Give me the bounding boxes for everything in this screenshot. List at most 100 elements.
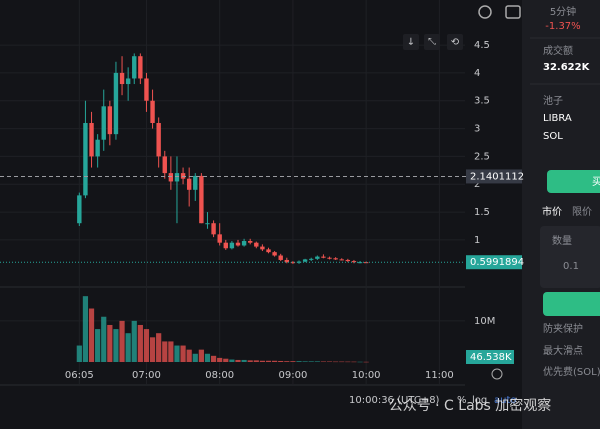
- candle-body: [254, 242, 259, 247]
- amount-label: 数量: [552, 234, 572, 247]
- pool-a: LIBRA: [543, 113, 572, 124]
- candle-body: [315, 256, 320, 259]
- timeframe: 5分钟: [550, 5, 576, 18]
- candle-body: [260, 246, 265, 250]
- candle-body: [351, 261, 357, 263]
- candle-body: [132, 56, 137, 79]
- protect: 防夹保护: [543, 322, 583, 335]
- volume-bar: [113, 329, 119, 362]
- candle-body: [95, 139, 100, 157]
- candle-body: [125, 78, 131, 85]
- candle-body: [186, 178, 192, 190]
- last-volume-box: [466, 350, 514, 364]
- change: -1.37%: [545, 21, 580, 32]
- down-button[interactable]: [403, 34, 419, 50]
- crosshair-label-box: [466, 169, 522, 184]
- volume-bar: [302, 361, 308, 362]
- pool-label: 池子: [543, 94, 563, 107]
- limit-tab[interactable]: 限价: [572, 206, 592, 218]
- volume-bar: [180, 345, 186, 362]
- volume-bar: [168, 341, 174, 362]
- reset-icon: ⟲: [451, 37, 460, 48]
- x-tick-label: 10:00: [352, 370, 381, 381]
- volume-bar: [119, 320, 125, 362]
- volume-bar: [253, 360, 259, 362]
- candle-body: [113, 72, 119, 135]
- candle-body: [327, 257, 332, 259]
- last-price-box: [466, 255, 522, 270]
- axis-settings-icon[interactable]: [491, 368, 503, 380]
- candle-body: [180, 173, 186, 179]
- candle-body: [290, 262, 296, 264]
- candle-body: [272, 252, 277, 256]
- buy-text: 买: [592, 176, 600, 188]
- amount-input[interactable]: [540, 226, 600, 288]
- volume-bar: [326, 361, 333, 363]
- market-tab[interactable]: 市价: [542, 205, 562, 218]
- candle-body: [168, 173, 174, 182]
- candle-body: [345, 259, 351, 262]
- y2-tick-label: 10M: [474, 316, 495, 327]
- volume-bar: [186, 349, 192, 362]
- volume-bar: [363, 361, 369, 363]
- volume-bar: [290, 361, 296, 362]
- volume-bar: [229, 359, 235, 362]
- x-tick-label: 07:00: [132, 370, 161, 381]
- last-volume-label: 46.538K: [470, 352, 512, 363]
- volume-bar: [265, 360, 272, 362]
- auto-toggle[interactable]: auto: [494, 395, 517, 406]
- volume-bar: [101, 316, 107, 362]
- turnover-label: 成交额: [543, 44, 573, 57]
- candle-body: [333, 258, 338, 260]
- candle-body: [321, 256, 326, 258]
- candle-body: [144, 78, 149, 101]
- candle-body: [229, 242, 235, 249]
- candle-body: [138, 56, 143, 79]
- volume-bar: [345, 361, 351, 363]
- camera-icon[interactable]: [505, 5, 521, 19]
- volume-bar: [351, 361, 357, 363]
- down-icon: ↓: [407, 37, 415, 48]
- candle-body: [205, 223, 210, 225]
- reset-button[interactable]: [447, 34, 463, 50]
- volume-bar: [235, 359, 241, 362]
- last-price-label: 0.5991894: [470, 257, 524, 268]
- candle-body: [89, 123, 94, 157]
- side-panel: [522, 0, 600, 429]
- y-tick-label: 1: [474, 235, 480, 246]
- volume-bar: [259, 360, 266, 362]
- submit-button[interactable]: [543, 292, 600, 316]
- buy-tab[interactable]: [547, 170, 600, 193]
- candle-body: [284, 259, 290, 263]
- y-tick-label: 4: [474, 68, 480, 79]
- log-toggle[interactable]: log: [472, 395, 487, 406]
- volume-bar: [76, 345, 82, 362]
- y-tick-label: 3.5: [474, 96, 490, 107]
- volume-bar: [162, 341, 168, 362]
- volume-bar: [143, 329, 150, 362]
- volume-bar: [210, 355, 217, 362]
- candle-body: [266, 249, 271, 253]
- y-tick-label: 1.5: [474, 207, 490, 218]
- collapse-icon: ⤡: [428, 37, 436, 48]
- candle-body: [101, 106, 106, 140]
- volume-bar: [223, 358, 229, 362]
- clock: 10:00:36 (UTC+8): [349, 395, 440, 406]
- volume-bar: [107, 324, 113, 362]
- volume-bar: [82, 296, 89, 362]
- volume-bar: [247, 360, 253, 362]
- settings-icon[interactable]: [478, 5, 492, 19]
- collapse-button[interactable]: [424, 34, 440, 50]
- volume-bar: [88, 308, 95, 362]
- volume-bar: [95, 329, 101, 362]
- slippage: 最大滑点: [543, 344, 583, 357]
- candle-body: [83, 123, 88, 196]
- volume-bar: [333, 361, 339, 363]
- priority-fee: 优先费(SOL): [543, 365, 600, 378]
- percent-toggle[interactable]: %: [457, 395, 467, 406]
- candle-body: [235, 242, 241, 246]
- candle-body: [119, 72, 125, 85]
- volume-bar: [192, 353, 198, 362]
- volume-bar: [320, 361, 327, 363]
- candle-body: [296, 261, 302, 263]
